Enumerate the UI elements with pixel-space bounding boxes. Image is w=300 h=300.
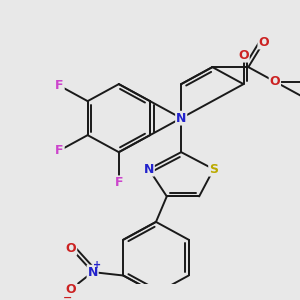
Text: +: + xyxy=(93,260,101,269)
Text: O: O xyxy=(258,36,269,49)
Text: S: S xyxy=(209,163,218,176)
Text: N: N xyxy=(144,163,154,176)
Text: F: F xyxy=(55,79,64,92)
Text: F: F xyxy=(55,144,64,157)
Text: N: N xyxy=(88,266,98,279)
Text: O: O xyxy=(238,49,249,62)
Text: −: − xyxy=(62,292,72,300)
Text: O: O xyxy=(269,75,280,88)
Text: N: N xyxy=(176,112,186,124)
Text: O: O xyxy=(66,242,76,255)
Text: F: F xyxy=(115,176,123,189)
Text: O: O xyxy=(66,283,76,296)
